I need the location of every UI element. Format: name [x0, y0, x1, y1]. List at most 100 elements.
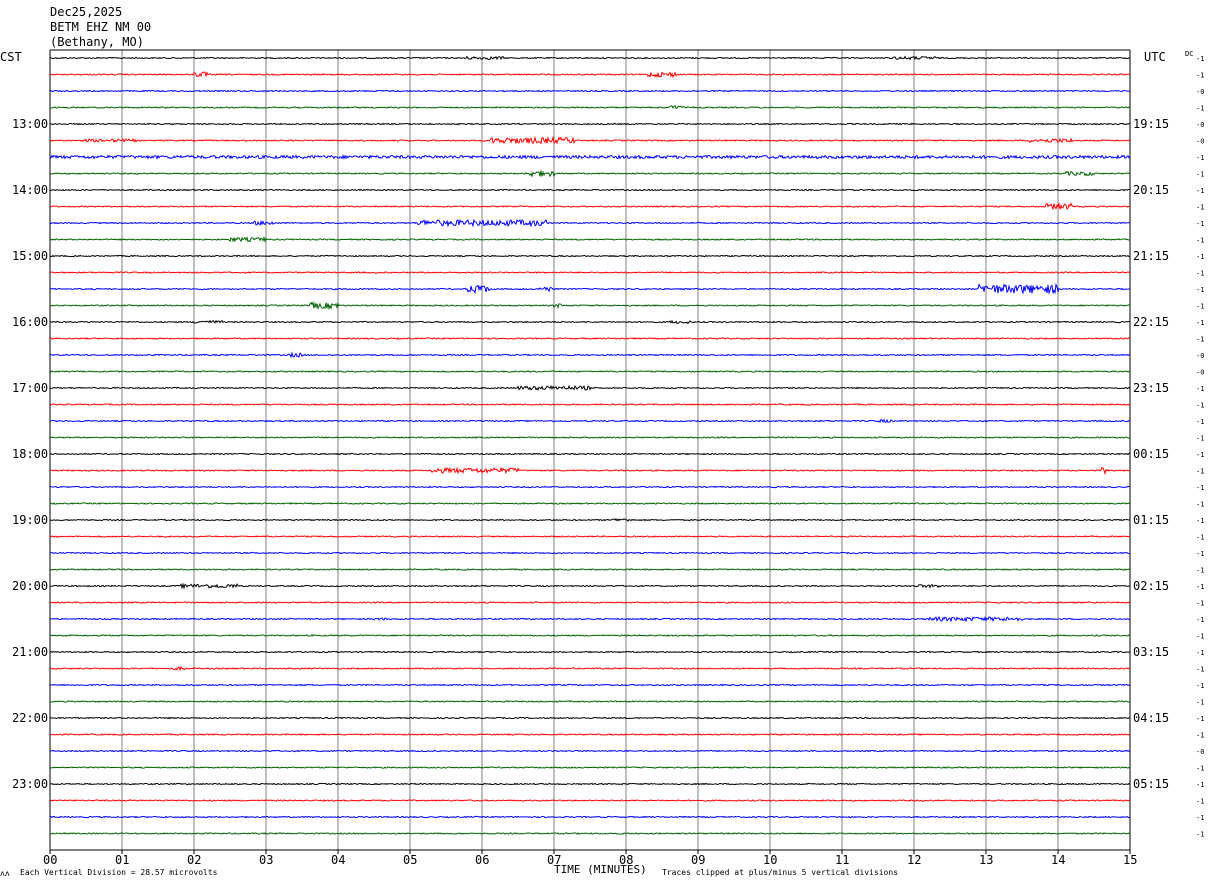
right-hour-label: 19:15	[1133, 117, 1169, 131]
trace-line	[49, 319, 1131, 325]
corner-mark: ʌʌ	[0, 869, 10, 878]
dc-offset-label: -1	[1196, 534, 1204, 542]
dc-offset-label: -1	[1196, 649, 1204, 657]
dc-offset-label: -0	[1196, 369, 1204, 377]
trace-line	[49, 452, 1131, 456]
trace-line	[49, 55, 1131, 61]
left-hour-label: 13:00	[12, 117, 48, 131]
dc-offset-label: -1	[1196, 451, 1204, 459]
trace-line	[49, 351, 1131, 359]
dc-offset-label: -1	[1196, 303, 1204, 311]
trace-line	[49, 170, 1131, 178]
trace-line	[49, 403, 1131, 406]
trace-line	[49, 89, 1131, 93]
trace-line	[49, 436, 1131, 439]
dc-offset-label: -1	[1196, 435, 1204, 443]
trace-line	[49, 337, 1131, 340]
station-label: BETM EHZ NM 00	[50, 20, 151, 34]
dc-offset-label: -1	[1196, 517, 1204, 525]
dc-offset-label: -1	[1196, 418, 1204, 426]
trace-line	[49, 749, 1131, 753]
dc-offset-label: -1	[1196, 600, 1204, 608]
trace-line	[49, 300, 1131, 311]
dc-offset-label: -0	[1196, 352, 1204, 360]
x-axis-ticks: 00 01 02 03 04 05 06 07 08 09 10 11 12 13 14 15	[43, 850, 1137, 867]
x-tick-label: 00	[43, 853, 57, 867]
x-tick-label: 10	[763, 853, 777, 867]
x-tick-label: 12	[907, 853, 921, 867]
trace-line	[49, 188, 1131, 192]
dc-offset-label: -1	[1196, 616, 1204, 624]
trace-line	[49, 716, 1131, 720]
right-hour-label: 23:15	[1133, 381, 1169, 395]
left-hour-label: 20:00	[12, 579, 48, 593]
trace-line	[49, 254, 1131, 258]
dc-offset-label: -1	[1196, 220, 1204, 228]
trace-line	[49, 235, 1131, 243]
dc-offset-label: -1	[1196, 319, 1204, 327]
dc-offset-label: -1	[1196, 781, 1204, 789]
dc-offset-label: -1	[1196, 385, 1204, 393]
trace-line	[49, 568, 1131, 571]
seismic-traces	[49, 55, 1131, 835]
dc-offset-label: -1	[1196, 72, 1204, 80]
dc-offset-label: -1	[1196, 402, 1204, 410]
trace-line	[49, 766, 1131, 769]
trace-line	[49, 105, 1131, 109]
left-hour-label: 22:00	[12, 711, 48, 725]
trace-line	[49, 370, 1131, 373]
right-hour-label: 05:15	[1133, 777, 1169, 791]
left-hour-label: 21:00	[12, 645, 48, 659]
left-hour-label: 18:00	[12, 447, 48, 461]
dc-offset-label: -1	[1196, 715, 1204, 723]
x-tick-label: 01	[115, 853, 129, 867]
trace-line	[49, 815, 1131, 819]
dc-offset-label: -0	[1196, 138, 1204, 146]
dc-offset-label: -1	[1196, 666, 1204, 674]
dc-offset-label: -1	[1196, 270, 1204, 278]
dc-offset-label: -1	[1196, 501, 1204, 509]
trace-line	[49, 551, 1131, 555]
right-hour-label: 22:15	[1133, 315, 1169, 329]
dc-offset-label: -1	[1196, 253, 1204, 261]
dc-offset-label: -1	[1196, 814, 1204, 822]
right-hour-label: 03:15	[1133, 645, 1169, 659]
trace-line	[49, 202, 1131, 210]
trace-line	[49, 271, 1131, 274]
clip-note: Traces clipped at plus/minus 5 vertical …	[662, 868, 898, 877]
trace-line	[49, 485, 1131, 489]
x-tick-label: 03	[259, 853, 273, 867]
dc-offset-label: -1	[1196, 798, 1204, 806]
right-hour-label: 00:15	[1133, 447, 1169, 461]
right-hour-label: 01:15	[1133, 513, 1169, 527]
trace-line	[49, 384, 1131, 392]
x-axis-title: TIME (MINUTES)	[554, 863, 647, 876]
left-hour-labels: 13:00 14:00 15:00 16:00 17:00 18:00 19:00 20:00…	[12, 117, 48, 791]
trace-line	[49, 832, 1131, 835]
location-label: (Bethany, MO)	[50, 35, 144, 49]
trace-line	[49, 582, 1131, 590]
dc-offset-label: -1	[1196, 699, 1204, 707]
dc-offset-label: -1	[1196, 633, 1204, 641]
left-hour-label: 23:00	[12, 777, 48, 791]
x-tick-label: 14	[1051, 853, 1065, 867]
x-tick-label: 09	[691, 853, 705, 867]
trace-line	[49, 535, 1131, 538]
dc-offset-label: -1	[1196, 55, 1204, 63]
scale-note: Each Vertical Division = 28.57 microvolt…	[20, 868, 218, 877]
left-hour-label: 14:00	[12, 183, 48, 197]
trace-line	[49, 518, 1131, 522]
dc-offset-label: -1	[1196, 765, 1204, 773]
date-label: Dec25,2025	[50, 5, 122, 19]
trace-line	[49, 71, 1131, 79]
trace-line	[49, 700, 1131, 703]
right-hour-label: 21:15	[1133, 249, 1169, 263]
x-tick-label: 11	[835, 853, 849, 867]
dc-offset-label: -0	[1196, 748, 1204, 756]
trace-line	[49, 683, 1131, 687]
trace-line	[49, 282, 1131, 295]
right-hour-labels: 19:15 20:15 21:15 22:15 23:15 00:15 01:15 02:15…	[1133, 117, 1169, 791]
dc-offset-label: -0	[1196, 88, 1204, 96]
trace-line	[49, 733, 1131, 736]
